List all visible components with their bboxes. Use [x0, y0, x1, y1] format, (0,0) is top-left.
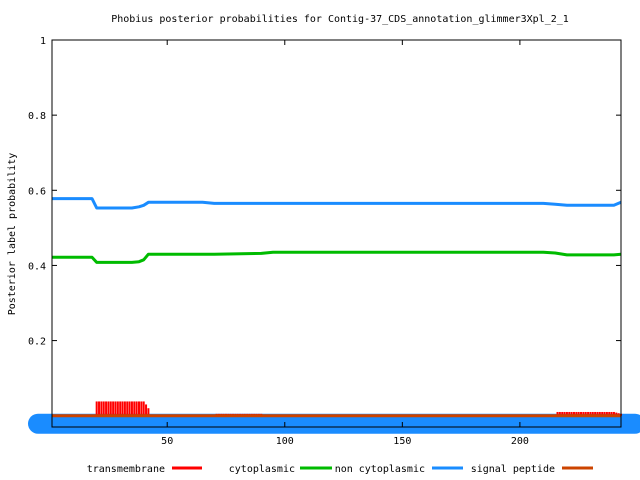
plot-frame: [51, 39, 622, 428]
series-non-cytoplasmic: [52, 197, 622, 210]
legend-label-transmembrane: transmembrane: [87, 464, 165, 475]
y-axis-label: Posterior label probability: [7, 153, 18, 316]
x-tick-label: 100: [276, 436, 294, 447]
legend-label-non-cytoplasmic: non cytoplasmic: [335, 464, 425, 475]
y-tick-label: 0.4: [28, 261, 46, 272]
chart-title: Phobius posterior probabilities for Cont…: [111, 14, 569, 25]
x-tick-label: 50: [161, 436, 173, 447]
x-tick-label: 200: [511, 436, 529, 447]
series-layer: [28, 197, 640, 434]
y-tick-label: 0.2: [28, 337, 46, 348]
legend: transmembrane cytoplasmic non cytoplasmic s…: [87, 464, 593, 475]
legend-label-cytoplasmic: cytoplasmic: [229, 464, 295, 475]
x-tick-label: 150: [393, 436, 411, 447]
y-tick-label: 0.8: [28, 111, 46, 122]
series-transmembrane: [95, 401, 622, 416]
series-cytoplasmic: [52, 250, 622, 264]
y-tick-label: 0.6: [28, 186, 46, 197]
y-tick-label: 1: [40, 36, 46, 47]
legend-label-signal-peptide: signal peptide: [471, 464, 555, 475]
